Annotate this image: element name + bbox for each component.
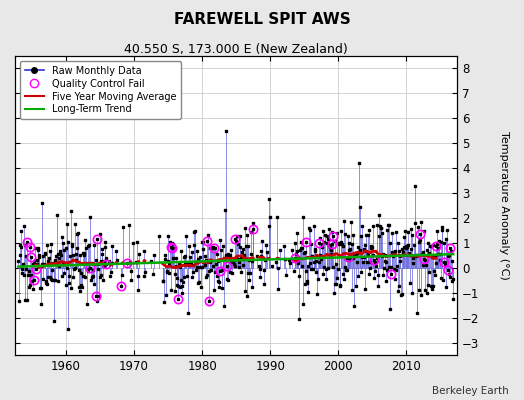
Legend: Raw Monthly Data, Quality Control Fail, Five Year Moving Average, Long-Term Tren: Raw Monthly Data, Quality Control Fail, … <box>20 61 181 119</box>
Text: FAREWELL SPIT AWS: FAREWELL SPIT AWS <box>173 12 351 27</box>
Y-axis label: Temperature Anomaly (°C): Temperature Anomaly (°C) <box>499 131 509 280</box>
Title: 40.550 S, 173.000 E (New Zealand): 40.550 S, 173.000 E (New Zealand) <box>124 43 348 56</box>
Text: Berkeley Earth: Berkeley Earth <box>432 386 508 396</box>
